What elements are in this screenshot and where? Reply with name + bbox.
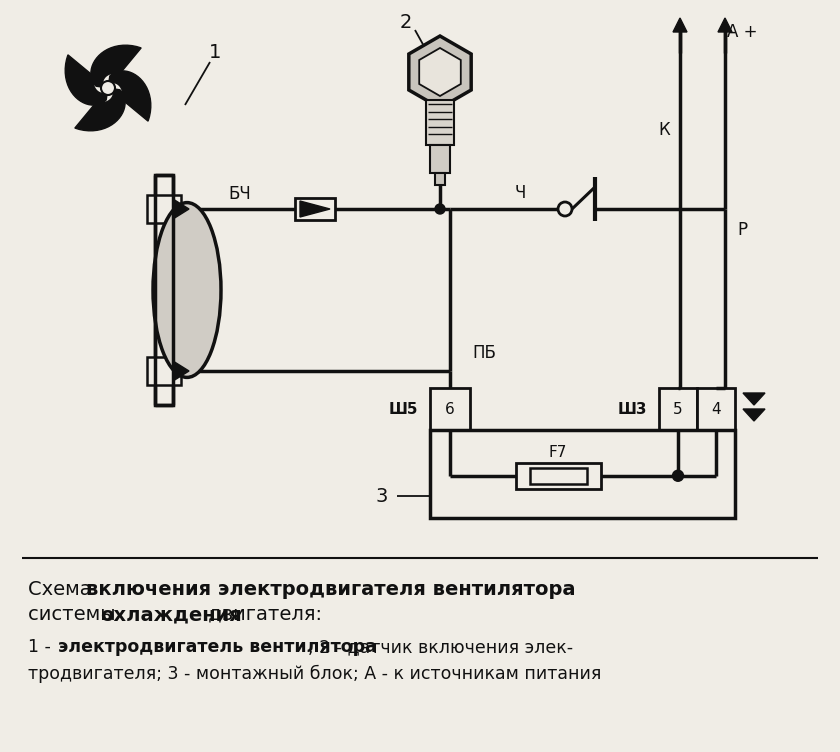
Text: Ш3: Ш3 — [617, 402, 647, 417]
Text: Ш5: Ш5 — [388, 402, 418, 417]
Polygon shape — [173, 361, 189, 381]
Text: охлаждения: охлаждения — [100, 605, 242, 624]
Polygon shape — [66, 55, 108, 105]
Bar — [147, 357, 181, 385]
Text: Ч: Ч — [514, 184, 526, 202]
Bar — [430, 388, 470, 430]
Text: 5: 5 — [673, 402, 683, 417]
Polygon shape — [743, 393, 765, 405]
Polygon shape — [743, 409, 765, 421]
Bar — [147, 195, 181, 223]
Text: 3: 3 — [375, 487, 388, 505]
Polygon shape — [673, 18, 687, 32]
Text: Схема: Схема — [28, 580, 98, 599]
Bar — [529, 468, 586, 484]
Polygon shape — [718, 18, 732, 32]
Text: ; 2 - датчик включения элек-: ; 2 - датчик включения элек- — [308, 638, 573, 656]
Polygon shape — [75, 89, 125, 131]
Text: электродвигатель вентилятора: электродвигатель вентилятора — [58, 638, 377, 656]
Polygon shape — [409, 36, 471, 108]
Text: системы: системы — [28, 605, 122, 624]
Bar — [426, 100, 454, 145]
Ellipse shape — [153, 202, 221, 378]
Circle shape — [435, 204, 445, 214]
Text: 6: 6 — [445, 402, 455, 417]
Bar — [430, 430, 735, 518]
Text: ПБ: ПБ — [472, 344, 496, 362]
Text: 1 -: 1 - — [28, 638, 56, 656]
Polygon shape — [91, 45, 141, 87]
Text: 1: 1 — [209, 43, 221, 62]
Circle shape — [101, 81, 115, 95]
Polygon shape — [300, 201, 330, 217]
Text: тродвигателя; 3 - монтажный блок; А - к источникам питания: тродвигателя; 3 - монтажный блок; А - к … — [28, 665, 601, 684]
Bar — [435, 173, 445, 185]
Bar — [430, 145, 450, 173]
Text: А +: А + — [727, 23, 758, 41]
Text: двигателя:: двигателя: — [202, 605, 322, 624]
Text: К: К — [659, 121, 670, 139]
Polygon shape — [108, 71, 150, 121]
Polygon shape — [173, 199, 189, 219]
Text: F7: F7 — [549, 445, 567, 460]
Bar — [659, 388, 697, 430]
Circle shape — [673, 470, 684, 481]
Bar — [516, 462, 601, 489]
Text: Р: Р — [737, 221, 747, 239]
Bar — [295, 198, 335, 220]
Bar — [697, 388, 735, 430]
Text: 4: 4 — [711, 402, 721, 417]
Text: 2: 2 — [400, 13, 412, 32]
Text: БЧ: БЧ — [228, 185, 251, 203]
Bar — [155, 175, 173, 405]
Text: включения электродвигателя вентилятора: включения электродвигателя вентилятора — [86, 580, 575, 599]
Polygon shape — [419, 48, 461, 96]
